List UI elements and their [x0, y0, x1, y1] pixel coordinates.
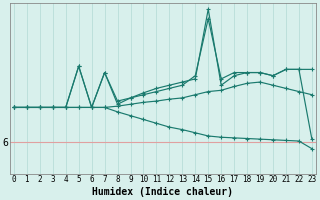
X-axis label: Humidex (Indice chaleur): Humidex (Indice chaleur): [92, 187, 233, 197]
